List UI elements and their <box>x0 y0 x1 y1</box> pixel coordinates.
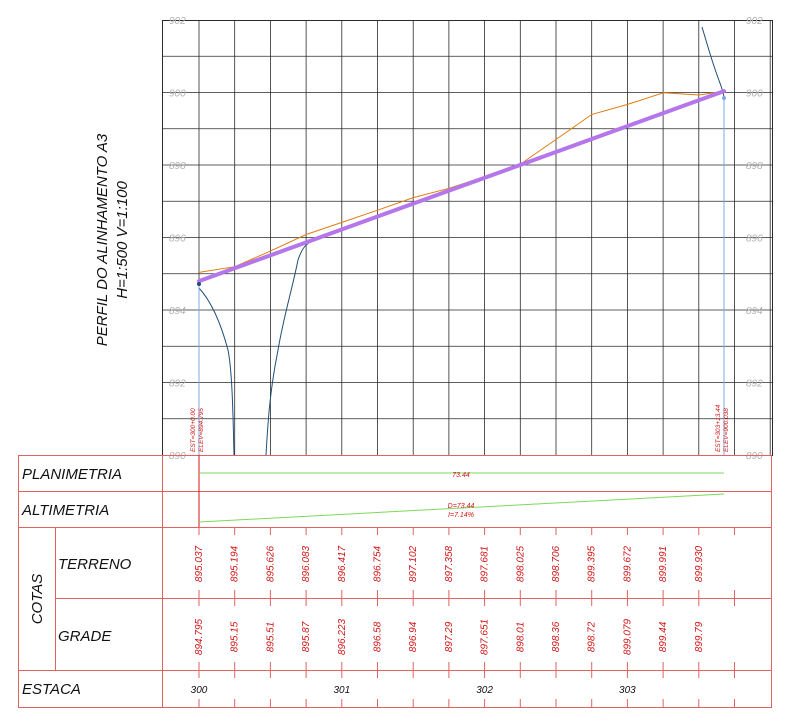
elevation-tick-right: 902 <box>746 16 763 27</box>
grade-value: 899.079 <box>622 618 633 655</box>
terreno-value: 895.626 <box>265 545 276 582</box>
terreno-value: 899.930 <box>694 545 705 582</box>
grade-value: 896.223 <box>337 618 348 655</box>
elevation-tick-left: 894 <box>169 306 186 317</box>
estaca-label: 301 <box>333 685 350 696</box>
end-elevation-label: ELEV=900.038 <box>723 408 730 452</box>
grade-value: 897.29 <box>444 621 455 652</box>
start-elevation-label: ELEV=894.795 <box>198 408 205 452</box>
elevation-tick-right: 892 <box>746 379 763 390</box>
end-station-label: EST=303+13.44 <box>715 404 722 452</box>
grade-value: 896.94 <box>408 621 419 652</box>
section-line-left <box>198 287 235 456</box>
elevation-tick-right: 898 <box>746 161 763 172</box>
data-table <box>18 455 772 708</box>
row-label-estaca: ESTACA <box>22 681 81 698</box>
grade-value: 898.01 <box>515 622 526 653</box>
grade-start-point <box>197 282 201 286</box>
grade-line <box>197 89 726 284</box>
terreno-value: 899.672 <box>622 545 633 582</box>
terreno-value: 895.037 <box>194 545 205 582</box>
elevation-tick-left: 896 <box>169 234 186 245</box>
elevation-ticks-left: 902 900 898 896 894 892 890 <box>169 16 186 462</box>
grid-frame <box>162 20 773 456</box>
terreno-value: 896.083 <box>301 545 312 582</box>
grade-value: 897.651 <box>480 619 491 655</box>
row-label-planimetria: PLANIMETRIA <box>22 466 122 483</box>
elevation-tick-left: 902 <box>169 16 186 27</box>
grade-values: 894.795 895.15 895.51 895.87 896.223 896.58 89… <box>194 618 705 655</box>
table-column-ticks <box>198 527 735 708</box>
terreno-value: 897.102 <box>408 545 419 582</box>
grade-value: 899.44 <box>658 621 669 652</box>
grade-value: 896.58 <box>373 621 384 652</box>
grade-value: 894.795 <box>194 618 205 655</box>
terreno-value: 899.395 <box>587 545 598 582</box>
row-label-grade: GRADE <box>58 628 112 645</box>
row-label-terreno: TERRENO <box>58 556 132 573</box>
elevation-ticks-right: 902 900 898 896 894 892 890 <box>746 16 763 462</box>
terreno-values: 895.037 895.194 895.626 896.083 896.417 896.7… <box>194 545 705 582</box>
elevation-tick-right: 890 <box>746 451 763 462</box>
estaca-label: 302 <box>476 685 493 696</box>
grade-value: 898.72 <box>587 621 598 652</box>
grade-value: 895.87 <box>301 621 312 652</box>
profile-title: PERFIL DO ALINHAMENTO A3 <box>94 133 111 346</box>
altimetria-line <box>198 493 725 523</box>
grade-end-point <box>722 96 726 100</box>
terreno-value: 898.025 <box>515 545 526 582</box>
terreno-value: 899.991 <box>658 546 669 582</box>
estaca-label: 303 <box>619 685 636 696</box>
terreno-value: 897.358 <box>444 545 455 582</box>
row-label-cotas: COTAS <box>29 574 46 625</box>
elevation-tick-right: 896 <box>746 234 763 245</box>
terreno-value: 898.706 <box>551 545 562 582</box>
estaca-label: 300 <box>191 685 208 696</box>
grade-value: 895.15 <box>230 621 241 652</box>
elevation-tick-left: 898 <box>169 161 186 172</box>
elevation-tick-left: 900 <box>169 89 186 100</box>
profile-scale: H=1:500 V=1:100 <box>114 181 131 299</box>
row-label-altimetria: ALTIMETRIA <box>21 502 109 519</box>
elevation-tick-left: 890 <box>169 451 186 462</box>
section-line-middle <box>265 240 313 456</box>
section-line-right <box>701 26 725 99</box>
elevation-tick-right: 900 <box>746 89 763 100</box>
estaca-labels: 300 301 302 303 <box>191 685 637 696</box>
profile-grid <box>162 20 773 456</box>
terreno-value: 896.417 <box>337 545 348 582</box>
elevation-tick-left: 892 <box>169 379 186 390</box>
grade-value: 895.51 <box>265 622 276 653</box>
altimetria-distance: D=73.44 <box>448 503 475 510</box>
elevation-tick-right: 894 <box>746 306 763 317</box>
planimetria-value: 73.44 <box>452 472 470 479</box>
grade-value: 899.79 <box>694 621 705 652</box>
terreno-value: 897.681 <box>480 546 491 582</box>
terreno-value: 895.194 <box>230 545 241 582</box>
terreno-value: 896.754 <box>373 545 384 582</box>
start-station-label: EST=300+0.00 <box>190 408 197 452</box>
grade-value: 898.36 <box>551 621 562 652</box>
altimetria-slope: I=7.14% <box>448 512 474 519</box>
